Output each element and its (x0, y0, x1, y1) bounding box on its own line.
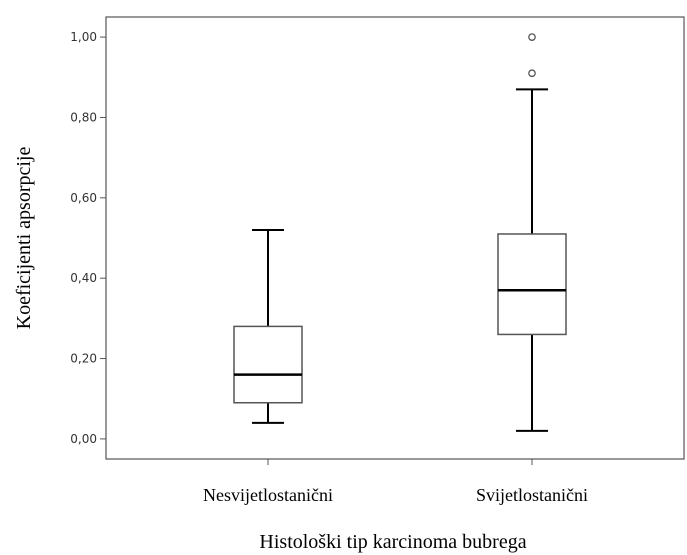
y-axis-title: Koeficijenti apsorpcije (13, 147, 35, 330)
box-2 (497, 33, 567, 432)
box-series (233, 33, 567, 432)
y-tick-label: 0,20 (70, 352, 97, 366)
x-axis: Nesvijetlostanični Svijetlostanični (203, 459, 588, 505)
y-tick-label: 0,80 (70, 110, 97, 124)
y-axis: 0,00 0,20 0,40 0,60 0,80 1,00 (70, 30, 106, 446)
x-tick-label: Svijetlostanični (476, 485, 588, 505)
iqr-box (497, 233, 567, 336)
x-tick-label: Nesvijetlostanični (203, 485, 333, 505)
plot-frame (105, 16, 685, 460)
y-tick-label: 1,00 (70, 30, 97, 44)
outlier-point (528, 33, 536, 41)
iqr-box (233, 325, 303, 404)
outlier-point (528, 69, 536, 78)
y-tick-label: 0,00 (70, 432, 97, 446)
x-axis-title: Histološki tip karcinoma bubrega (259, 531, 526, 553)
y-tick-label: 0,60 (70, 191, 97, 205)
y-tick-label: 0,40 (70, 271, 97, 285)
box-1 (233, 228, 303, 424)
